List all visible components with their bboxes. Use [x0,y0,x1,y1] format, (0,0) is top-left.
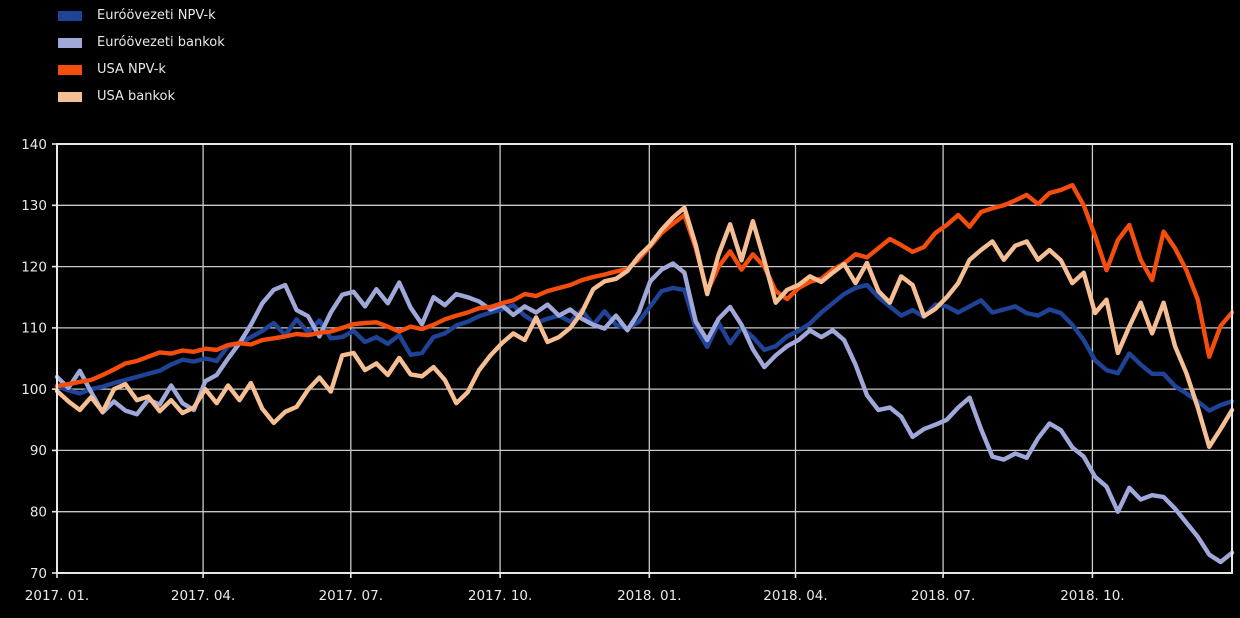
x-tick-label: 2018. 10. [1060,588,1124,604]
y-tick-label: 90 [30,443,47,459]
series-line-2 [54,182,1235,389]
x-tick-label: 2017. 01. [25,588,89,604]
y-tick-label: 70 [30,566,47,582]
legend-swatch-euro-npv [58,10,82,21]
y-tick-label: 100 [21,382,47,398]
x-tick-label: 2017. 10. [468,588,532,604]
legend-item-euro-npv: Euróövezeti NPV-k [58,6,225,25]
y-tick-label: 120 [21,259,47,275]
legend-item-euro-banks: Euróövezeti bankok [58,33,225,52]
x-tick-label: 2018. 07. [911,588,975,604]
y-tick-label: 130 [21,198,47,214]
legend-swatch-usa-banks [58,91,82,102]
plot-frame [56,143,1233,574]
x-tick-label: 2017. 04. [171,588,235,604]
legend-label-usa-npv: USA NPV-k [97,62,166,77]
series-line-1 [54,261,1235,565]
y-tick-label: 110 [21,321,47,337]
legend-item-usa-banks: USA bankok [58,87,225,106]
series-line-3 [54,205,1235,449]
series-line-0 [54,282,1235,413]
x-tick-label: 2018. 01. [617,588,681,604]
legend-label-euro-banks: Euróövezeti bankok [97,35,225,50]
legend-label-usa-banks: USA bankok [97,89,176,104]
legend-swatch-usa-npv [58,64,82,75]
legend-swatch-euro-banks [58,37,82,48]
x-tick-label: 2017. 07. [319,588,383,604]
y-tick-label: 80 [30,505,47,521]
chart-legend: Euróövezeti NPV-k Euróövezeti bankok USA… [58,6,225,106]
legend-label-euro-npv: Euróövezeti NPV-k [97,8,216,23]
x-tick-label: 2018. 04. [763,588,827,604]
y-tick-label: 140 [21,137,47,153]
legend-item-usa-npv: USA NPV-k [58,60,225,79]
